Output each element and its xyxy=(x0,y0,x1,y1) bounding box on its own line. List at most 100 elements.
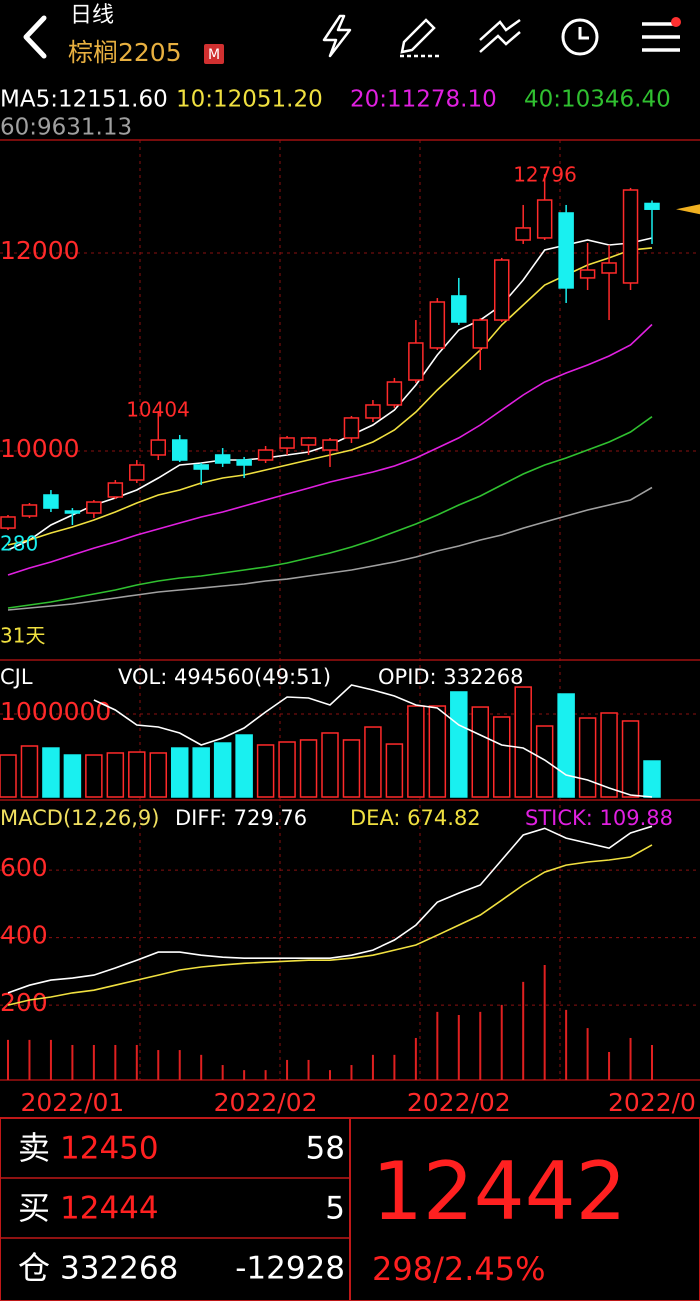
volume-bar xyxy=(450,691,468,798)
candle-body xyxy=(236,459,252,466)
candle-body xyxy=(601,262,617,274)
ma-legend: 10:12051.20 xyxy=(176,87,323,113)
volume-bar xyxy=(128,751,146,798)
volume-bar xyxy=(278,741,296,798)
ma-legend: 40:10346.40 xyxy=(524,87,671,113)
candle-body xyxy=(386,381,403,406)
period-label: 日线 xyxy=(70,3,114,28)
candle-body xyxy=(322,439,338,451)
volume-bar xyxy=(578,717,597,798)
annotation: 280 xyxy=(0,532,38,556)
x-tick-label: 2022/0 xyxy=(608,1088,696,1117)
draw-icon[interactable] xyxy=(400,18,440,58)
candle-body xyxy=(429,301,446,349)
annotation: 10404 xyxy=(126,398,190,422)
back-button[interactable] xyxy=(23,15,47,59)
candle-body xyxy=(86,501,102,514)
macd-line xyxy=(7,844,653,1006)
y-tick-label: 12000 xyxy=(0,236,80,265)
quote-amount: 58 xyxy=(306,1131,345,1167)
opid-label: OPID: 332268 xyxy=(378,665,523,689)
candle-body xyxy=(0,516,16,529)
quote-amount: -12928 xyxy=(235,1251,345,1287)
macd-line xyxy=(7,825,653,994)
volume-bar xyxy=(535,725,554,798)
candle-body xyxy=(257,449,274,461)
ma-legend: 20:11278.10 xyxy=(350,87,497,113)
volume-bar xyxy=(85,754,103,798)
symbol-label[interactable]: 棕榈2205 xyxy=(68,38,182,67)
candle-body xyxy=(622,189,639,284)
y-tick-label: 400 xyxy=(0,921,48,950)
candle-body xyxy=(343,417,360,439)
quote-amount: 5 xyxy=(325,1191,345,1227)
panel-title: CJL xyxy=(0,665,33,689)
candle-body xyxy=(129,464,145,481)
badge-bg xyxy=(204,44,224,64)
candle-body xyxy=(365,404,381,419)
candle-body xyxy=(451,295,467,323)
candle-body xyxy=(300,437,317,446)
volume-bar xyxy=(20,745,39,798)
y-tick-label: 600 xyxy=(0,853,48,882)
x-tick-label: 2022/02 xyxy=(407,1088,511,1117)
volume-bar xyxy=(492,716,511,798)
volume-bar xyxy=(235,734,253,798)
flash-icon[interactable] xyxy=(322,14,352,58)
volume-bar xyxy=(256,744,275,798)
quote-price: 332268 xyxy=(60,1251,178,1287)
ma-legend: MA5:12151.60 xyxy=(0,87,168,113)
annotation: 12796 xyxy=(513,163,577,187)
candle-body xyxy=(515,227,531,241)
opid-line xyxy=(93,684,653,798)
menu-icon[interactable] xyxy=(642,17,681,52)
candle-body xyxy=(493,259,510,321)
volume-label: VOL: 494560(49:51) xyxy=(118,665,331,689)
candle-body xyxy=(558,212,574,289)
volume-bar xyxy=(557,693,575,798)
y-tick-label: 1000000 xyxy=(0,697,111,726)
quote-side: 卖 xyxy=(18,1129,50,1167)
candle-body xyxy=(472,319,489,349)
volume-bar xyxy=(42,747,60,798)
volume-bar xyxy=(192,747,210,798)
y-tick-label: 200 xyxy=(0,988,48,1017)
volume-bar xyxy=(364,726,382,798)
volume-bar xyxy=(106,752,125,798)
annotation: 31天 xyxy=(0,624,45,648)
clock-icon[interactable] xyxy=(561,18,599,56)
ma-legend: 60:9631.13 xyxy=(0,115,132,141)
quote-price: 12450 xyxy=(60,1131,159,1167)
candle-body xyxy=(43,494,59,509)
quote-price: 12444 xyxy=(60,1191,159,1227)
candle-body xyxy=(107,482,124,498)
volume-bar xyxy=(471,706,490,798)
ma-line xyxy=(7,323,653,576)
candle-body xyxy=(21,504,38,517)
candle-body xyxy=(171,439,188,461)
y-tick-label: 10000 xyxy=(0,434,80,463)
x-tick-label: 2022/02 xyxy=(214,1088,318,1117)
last-price: 12442 xyxy=(372,1145,627,1238)
volume-bar xyxy=(385,743,404,798)
volume-bar xyxy=(63,754,82,798)
quote-side: 买 xyxy=(18,1189,50,1227)
volume-bar xyxy=(643,760,661,798)
volume-bar xyxy=(170,747,189,798)
x-tick-label: 2022/01 xyxy=(20,1088,124,1117)
price-plot xyxy=(0,174,660,611)
panel-title: MACD(12,26,9) xyxy=(0,806,160,830)
volume-bar xyxy=(621,720,640,798)
ma-line xyxy=(7,486,653,611)
volume-bar xyxy=(0,754,17,798)
volume-bar xyxy=(149,752,168,798)
volume-bar xyxy=(428,705,447,798)
last-price-marker xyxy=(676,204,700,215)
candle-body xyxy=(214,454,231,464)
volume-bar xyxy=(407,705,425,798)
quote-side: 仓 xyxy=(18,1249,50,1287)
line-tool-icon[interactable] xyxy=(479,18,521,53)
candle-body xyxy=(193,464,209,470)
